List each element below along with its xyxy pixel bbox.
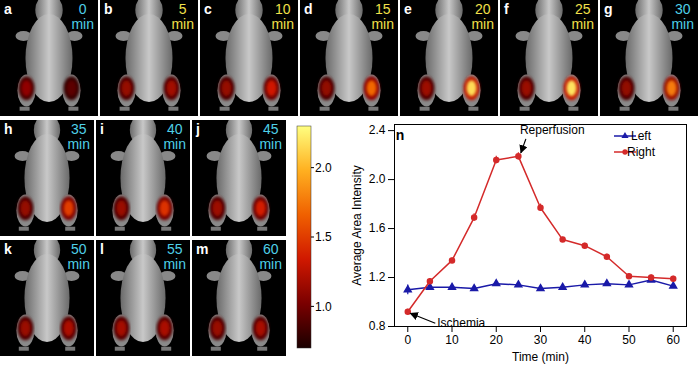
html-text:min: min	[259, 136, 282, 152]
html-text:20: 20	[474, 1, 491, 17]
html-text:k: k	[4, 241, 12, 257]
html-text:min: min	[671, 16, 694, 32]
svg-text:10: 10	[445, 333, 459, 347]
html-text:25: 25	[574, 1, 591, 17]
html-text:e: e	[404, 1, 412, 17]
svg-text:n: n	[396, 127, 405, 143]
html-text:60: 60	[262, 241, 279, 257]
html-text:min: min	[163, 256, 186, 272]
html-text:b: b	[104, 1, 113, 17]
html-text:15: 15	[374, 1, 391, 17]
html-text:a: a	[4, 1, 12, 17]
svg-text:30: 30	[534, 333, 548, 347]
svg-text:Left: Left	[631, 129, 652, 143]
svg-text:1.6: 1.6	[369, 221, 386, 235]
html-text:min: min	[71, 16, 94, 32]
html-text:min: min	[171, 16, 194, 32]
svg-text:40: 40	[578, 333, 592, 347]
html-text:min: min	[259, 256, 282, 272]
html-text:0: 0	[78, 1, 87, 17]
html-text:50: 50	[70, 241, 87, 257]
svg-text:Reperfusion: Reperfusion	[520, 123, 585, 137]
html-text:35: 35	[70, 121, 87, 137]
svg-text:1.2: 1.2	[369, 270, 386, 284]
html-text:min: min	[471, 16, 494, 32]
svg-text:2.0: 2.0	[315, 161, 332, 175]
svg-text:1.5: 1.5	[315, 230, 332, 244]
svg-text:60: 60	[667, 333, 681, 347]
html-text:min: min	[371, 16, 394, 32]
html-text:i: i	[100, 121, 104, 137]
html-text:45: 45	[262, 121, 279, 137]
html-text:h: h	[4, 121, 13, 137]
html-text:min: min	[271, 16, 294, 32]
html-text:10: 10	[274, 1, 291, 17]
html-text:min: min	[67, 136, 90, 152]
html-text:30: 30	[674, 1, 691, 17]
html-text:d: d	[304, 1, 313, 17]
svg-text:Ischemia: Ischemia	[437, 316, 485, 330]
html-text:5: 5	[178, 1, 187, 17]
html-text:l: l	[100, 241, 104, 257]
html-text:40: 40	[166, 121, 183, 137]
svg-text:50: 50	[622, 333, 636, 347]
html-text:c: c	[204, 1, 212, 17]
html-text:min: min	[67, 256, 90, 272]
html-text:55: 55	[166, 241, 183, 257]
html-text:g: g	[604, 1, 613, 17]
svg-text:Right: Right	[627, 145, 656, 159]
html-text:m: m	[196, 241, 209, 257]
svg-text:Average Area Intensity: Average Area Intensity	[350, 165, 364, 286]
html-text:min: min	[571, 16, 594, 32]
html-text:j: j	[196, 121, 200, 137]
svg-text:2.0: 2.0	[369, 172, 386, 186]
html-text:f: f	[504, 1, 509, 17]
html-text:min: min	[163, 136, 186, 152]
svg-text:0.8: 0.8	[369, 319, 386, 333]
svg-text:1.0: 1.0	[315, 300, 332, 314]
svg-text:Time (min): Time (min)	[512, 350, 569, 364]
svg-text:2.4: 2.4	[369, 123, 386, 137]
svg-text:20: 20	[490, 333, 504, 347]
svg-text:0: 0	[404, 333, 411, 347]
